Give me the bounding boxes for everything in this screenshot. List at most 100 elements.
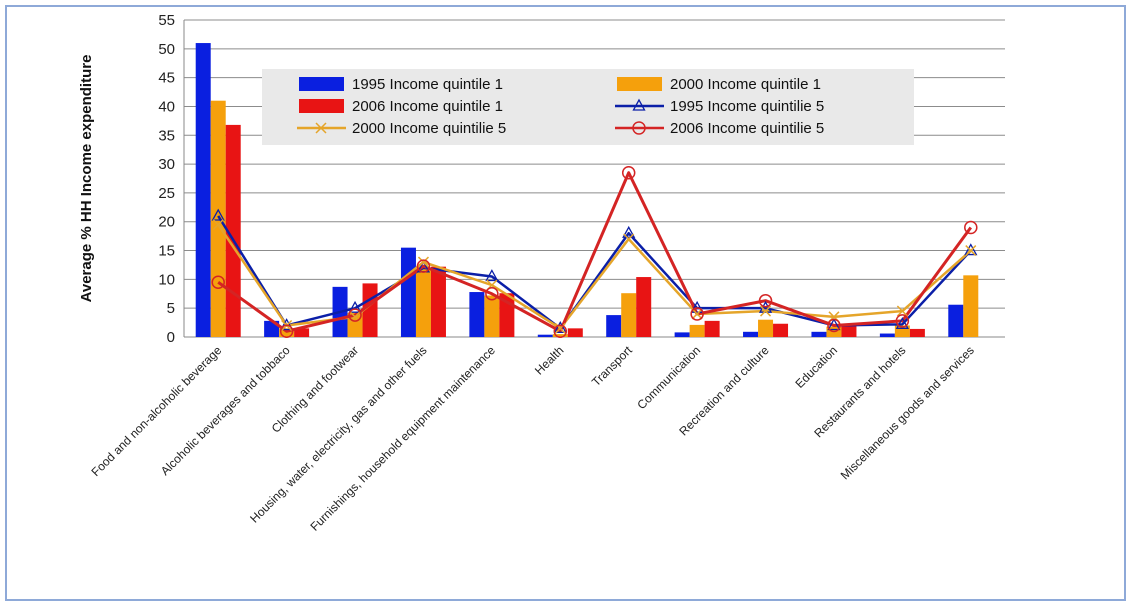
bar-1995-income-quintile-1 — [879, 333, 895, 337]
bar-2000-income-quintile-1 — [689, 324, 705, 337]
y-tick-label: 10 — [158, 271, 175, 288]
point-2000-income-quintilie-5 — [623, 233, 635, 245]
bar-2000-income-quintile-1 — [894, 325, 910, 337]
bar-2006-income-quintile-1 — [909, 328, 925, 337]
y-tick-label: 45 — [158, 70, 175, 87]
bar-2006-income-quintile-1 — [430, 266, 446, 337]
y-tick-label: 20 — [158, 214, 175, 231]
x-marker-stroke — [896, 305, 908, 317]
y-tick-label: 40 — [158, 98, 175, 115]
bar-2000-income-quintile-1 — [484, 295, 500, 337]
point-1995-income-quintilie-5 — [827, 318, 841, 331]
x-marker-stroke — [965, 245, 977, 257]
chart-frame: 0 5 10 15 20 25 30 35 40 45 50 55 Average % HH Incom… — [5, 5, 1126, 601]
x-tick-label: Health — [532, 343, 566, 377]
legend-swatch-1995-income-quintile-1 — [299, 77, 344, 91]
legend-label: 1995 Income quintilie 5 — [670, 98, 824, 115]
bar-1995-income-quintile-1 — [400, 247, 416, 337]
bar-2000-income-quintile-1 — [415, 267, 431, 337]
legend-marker-1995-income-quintilie-5 — [632, 98, 646, 111]
legend-box — [262, 69, 914, 145]
legend-swatch-2006-income-quintile-1 — [299, 99, 344, 113]
bar-2006-income-quintile-1 — [225, 124, 241, 337]
x-marker-stroke — [212, 219, 224, 231]
plot-area — [184, 20, 1005, 337]
point-2006-income-quintilie-5 — [827, 318, 841, 333]
point-2006-income-quintilie-5 — [211, 275, 225, 289]
x-marker-stroke — [623, 233, 635, 245]
point-2000-income-quintilie-5 — [691, 308, 703, 320]
legend-label: 1995 Income quintile 1 — [352, 76, 503, 93]
y-tick-label: 5 — [167, 300, 175, 317]
x-marker-stroke — [554, 322, 566, 334]
bar-2006-income-quintile-1 — [841, 324, 857, 337]
point-2006-income-quintilie-5 — [553, 324, 568, 338]
bar-1995-income-quintile-1 — [811, 331, 827, 337]
point-2000-income-quintilie-5 — [896, 305, 908, 317]
y-tick-label: 25 — [158, 185, 175, 202]
point-1995-income-quintilie-5 — [690, 300, 704, 313]
point-2006-income-quintilie-5 — [964, 220, 978, 235]
legend-label: 2006 Income quintilie 5 — [670, 120, 824, 137]
point-2006-income-quintilie-5 — [690, 307, 704, 321]
point-1995-income-quintilie-5 — [348, 300, 362, 313]
y-tick-label: 55 — [158, 12, 175, 29]
point-2000-income-quintilie-5 — [965, 245, 977, 257]
point-2000-income-quintilie-5 — [554, 322, 566, 334]
x-tick-label: Education — [792, 343, 840, 391]
bar-1995-income-quintile-1 — [674, 332, 690, 337]
y-tick-label: 15 — [158, 243, 175, 260]
point-1995-income-quintilie-5 — [758, 300, 773, 313]
bar-2000-income-quintile-1 — [758, 319, 774, 337]
point-1995-income-quintilie-5 — [553, 321, 567, 334]
y-tick-label: 30 — [158, 156, 175, 173]
legend-marker-2000-income-quintilie-5 — [315, 122, 327, 134]
point-2006-income-quintilie-5 — [279, 324, 294, 338]
point-1995-income-quintilie-5 — [622, 225, 636, 238]
x-marker-stroke — [760, 305, 772, 317]
x-marker-stroke — [691, 308, 703, 320]
point-2000-income-quintilie-5 — [212, 219, 224, 231]
bar-2006-income-quintile-1 — [704, 320, 720, 337]
x-marker-stroke — [315, 122, 327, 134]
point-1995-income-quintilie-5 — [211, 208, 225, 221]
x-tick-label: Transport — [589, 343, 635, 389]
point-2006-income-quintilie-5 — [348, 308, 362, 322]
legend-swatch-2000-income-quintile-1 — [617, 77, 662, 91]
bar-2006-income-quintile-1 — [567, 328, 583, 337]
bar-2000-income-quintile-1 — [552, 334, 568, 337]
bar-1995-income-quintile-1 — [948, 304, 964, 337]
bar-2006-income-quintile-1 — [636, 277, 652, 337]
y-tick-label: 0 — [167, 329, 175, 346]
point-2000-income-quintilie-5 — [760, 305, 772, 317]
bar-2000-income-quintile-1 — [963, 275, 979, 337]
y-axis-title: Average % HH Income expenditure — [78, 55, 95, 303]
bar-2006-income-quintile-1 — [773, 323, 789, 337]
point-1995-income-quintilie-5 — [485, 269, 499, 282]
legend-label: 2006 Income quintile 1 — [352, 98, 503, 115]
legend-label: 2000 Income quintilie 5 — [352, 120, 506, 137]
x-tick-label: Alcoholic beverages and tobbaco — [158, 343, 293, 478]
point-1995-income-quintilie-5 — [895, 316, 909, 329]
bar-1995-income-quintile-1 — [743, 331, 759, 337]
y-tick-label: 35 — [158, 127, 175, 144]
point-2006-income-quintilie-5 — [416, 259, 431, 273]
legend-label: 2000 Income quintile 1 — [670, 76, 821, 93]
x-tick-label: Communication — [634, 343, 703, 412]
bar-1995-income-quintile-1 — [537, 334, 553, 337]
bar-1995-income-quintile-1 — [606, 315, 622, 337]
point-2006-income-quintilie-5 — [758, 293, 773, 308]
series-line-2006-income-quintilie-5 — [217, 171, 973, 333]
x-tick-label: Food and non-alcoholic beverage — [88, 343, 224, 479]
x-tick-label: Miscellaneous goods and services — [838, 343, 977, 482]
bar-1995-income-quintile-1 — [195, 43, 211, 338]
bar-2006-income-quintile-1 — [294, 328, 310, 337]
bar-2000-income-quintile-1 — [621, 293, 637, 337]
point-2006-income-quintilie-5 — [485, 287, 499, 301]
bar-1995-income-quintile-1 — [469, 292, 485, 337]
point-2006-income-quintilie-5 — [621, 165, 636, 180]
point-1995-income-quintilie-5 — [280, 318, 294, 331]
point-2006-income-quintilie-5 — [895, 314, 910, 328]
legend-marker-2006-income-quintilie-5 — [632, 121, 646, 135]
y-tick-label: 50 — [158, 41, 175, 58]
